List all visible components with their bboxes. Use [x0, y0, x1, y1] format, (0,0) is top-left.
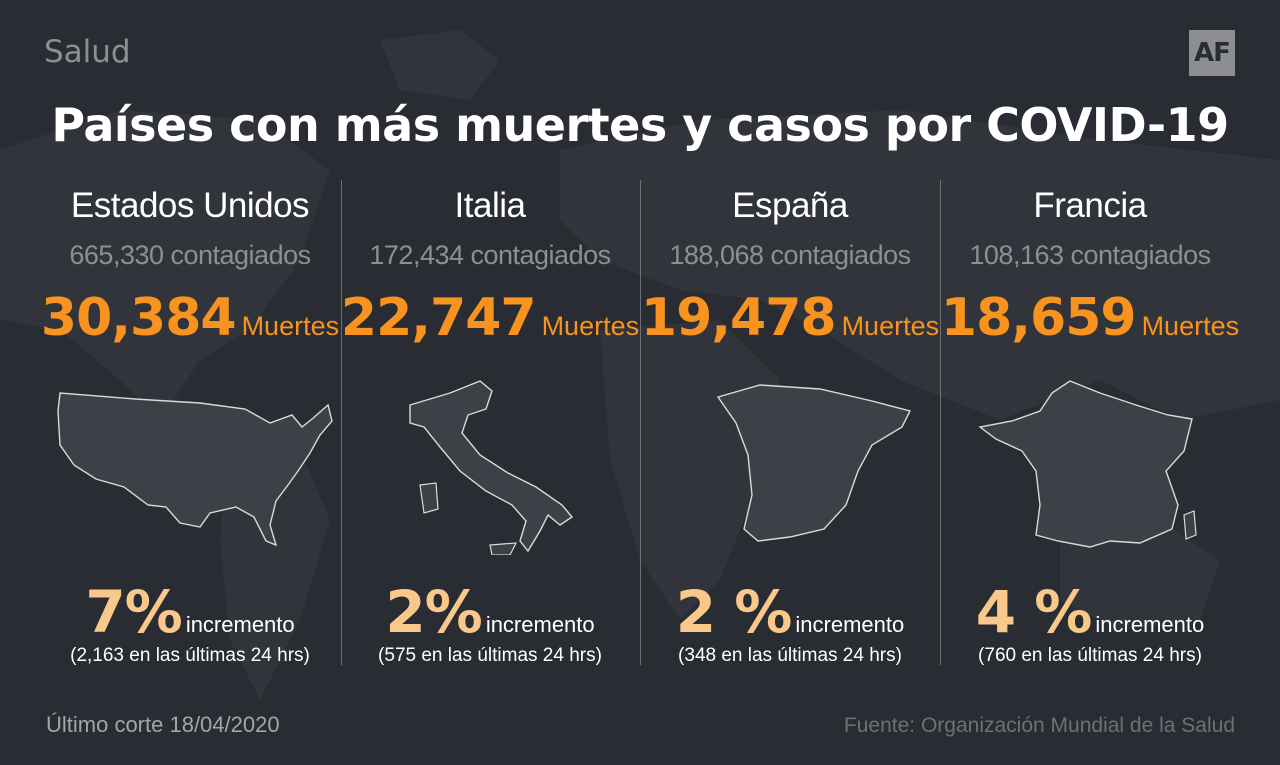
increase-row: 7% incremento	[40, 578, 340, 646]
increase-detail: (348 en las últimas 24 hrs)	[678, 645, 902, 666]
deaths-count: 22,747	[340, 288, 537, 348]
deaths-row: 19,478 Muertes	[640, 288, 940, 348]
deaths-count: 19,478	[640, 288, 837, 348]
increase-label: incremento	[795, 612, 905, 637]
column-divider	[341, 180, 342, 665]
deaths-count: 30,384	[40, 288, 237, 348]
france-map-icon	[978, 380, 1197, 548]
column-divider	[640, 180, 641, 665]
country-name: Estados Unidos	[70, 186, 310, 225]
increase-detail: (760 en las últimas 24 hrs)	[978, 645, 1202, 666]
increase-detail: (575 en las últimas 24 hrs)	[378, 645, 602, 666]
country-name: España	[732, 186, 848, 225]
italy-map-icon	[409, 380, 574, 555]
country-name: Francia	[1033, 186, 1147, 225]
increase-percent: 4 %	[975, 578, 1093, 646]
column-divider	[940, 180, 941, 665]
increase-label: incremento	[1095, 612, 1205, 637]
deaths-label: Muertes	[841, 311, 940, 341]
deaths-label: Muertes	[1141, 311, 1240, 341]
increase-label: incremento	[185, 612, 295, 637]
cases-count: 108,163 contagiados	[969, 240, 1211, 270]
spain-map-icon	[716, 384, 912, 542]
increase-row: 2% incremento	[340, 578, 640, 646]
deaths-label: Muertes	[541, 311, 640, 341]
increase-percent: 2 %	[675, 578, 793, 646]
country-column-usa: Estados Unidos 665,330 contagiados 30,38…	[40, 180, 340, 680]
increase-row: 2 % incremento	[640, 578, 940, 646]
country-column-france: Francia 108,163 contagiados 18,659 Muert…	[940, 180, 1240, 680]
deaths-label: Muertes	[241, 311, 340, 341]
country-column-spain: España 188,068 contagiados 19,478 Muerte…	[640, 180, 940, 680]
deaths-row: 22,747 Muertes	[340, 288, 640, 348]
section-label: Salud	[44, 34, 131, 70]
afp-logo: AF	[1189, 30, 1235, 76]
cutoff-date: Último corte 18/04/2020	[46, 712, 280, 737]
increase-detail: (2,163 en las últimas 24 hrs)	[70, 645, 310, 666]
usa-map-icon	[57, 392, 333, 547]
country-column-italy: Italia 172,434 contagiados 22,747 Muerte…	[340, 180, 640, 680]
increase-percent: 7%	[85, 578, 182, 646]
increase-label: incremento	[485, 612, 595, 637]
deaths-count: 18,659	[940, 288, 1137, 348]
country-name: Italia	[454, 186, 526, 225]
source-credit: Fuente: Organización Mundial de la Salud	[843, 714, 1235, 737]
increase-percent: 2%	[385, 578, 482, 646]
deaths-row: 18,659 Muertes	[940, 288, 1240, 348]
increase-row: 4 % incremento	[940, 578, 1240, 646]
cases-count: 172,434 contagiados	[369, 240, 611, 270]
cases-count: 188,068 contagiados	[669, 240, 911, 270]
cases-count: 665,330 contagiados	[69, 240, 311, 270]
deaths-row: 30,384 Muertes	[40, 288, 340, 348]
page-title: Países con más muertes y casos por COVID…	[51, 98, 1229, 152]
